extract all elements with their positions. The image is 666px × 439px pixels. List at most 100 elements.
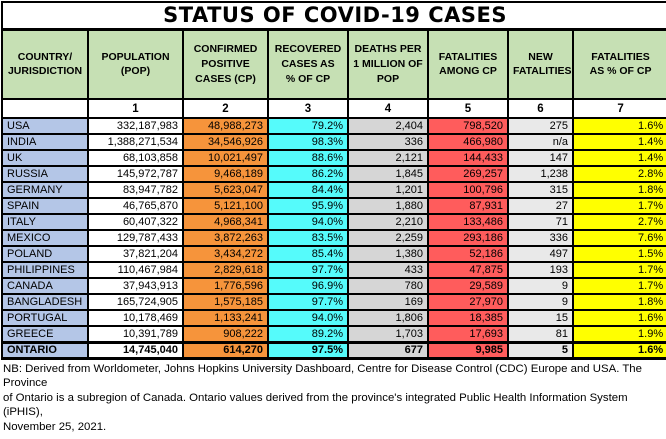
cell-confirmed-positive: 2,829,618 <box>182 261 269 279</box>
cell-deaths-per-million: 2,259 <box>347 229 429 247</box>
cell-recovered-pct: 83.5% <box>267 229 349 247</box>
cell-country: ITALY <box>1 213 89 231</box>
cell-population: 1,388,271,534 <box>87 133 184 151</box>
cell-fatalities: 17,693 <box>427 325 509 343</box>
cell-deaths-per-million: 2,404 <box>347 117 429 135</box>
column-number-2: 2 <box>182 98 269 119</box>
cell-recovered-pct: 98.3% <box>267 133 349 151</box>
cell-new-fatalities: 147 <box>507 149 574 167</box>
cell-fatalities-pct: 1.4% <box>571 133 666 151</box>
cell-fatalities: 29,589 <box>427 277 509 295</box>
cell-fatalities: 18,385 <box>427 309 509 327</box>
column-header-5: FATALITIES AMONG CP <box>427 28 509 100</box>
column-number-1: 1 <box>87 98 184 119</box>
cell-confirmed-positive: 908,222 <box>182 325 269 343</box>
cell-country: UK <box>1 149 89 167</box>
cell-recovered-pct: 85.4% <box>267 245 349 263</box>
cell-new-fatalities: 1,238 <box>507 165 574 183</box>
cell-fatalities: 52,186 <box>427 245 509 263</box>
title-row: STATUS OF COVID-19 CASES <box>0 1 666 31</box>
table-row-germany: GERMANY 83,947,782 5,623,047 84.4% 1,201 100,… <box>1 181 666 199</box>
column-header-0: COUNTRY/ JURISDICTION <box>1 28 89 100</box>
cell-country: MEXICO <box>1 229 89 247</box>
column-header-7: FATALITIES AS % OF CP <box>571 28 666 100</box>
cell-deaths-per-million: 169 <box>347 293 429 311</box>
cell-deaths-per-million: 1,880 <box>347 197 429 215</box>
column-number-5: 5 <box>427 98 509 119</box>
column-number-7: 7 <box>571 98 666 119</box>
cell-recovered-pct: 88.6% <box>267 149 349 167</box>
cell-population: 68,103,858 <box>87 149 184 167</box>
column-number-4: 4 <box>347 98 429 119</box>
table-row-portugal: PORTUGAL 10,178,469 1,133,241 94.0% 1,806 18,… <box>1 309 666 327</box>
cell-fatalities-pct: 7.6% <box>571 229 666 247</box>
cell-new-fatalities: 81 <box>507 325 574 343</box>
cell-deaths-per-million: 1,806 <box>347 309 429 327</box>
cell-confirmed-positive: 48,988,273 <box>182 117 269 135</box>
cell-confirmed-positive: 5,121,100 <box>182 197 269 215</box>
cell-new-fatalities: 27 <box>507 197 574 215</box>
cell-fatalities-pct: 1.7% <box>571 197 666 215</box>
cell-new-fatalities: 15 <box>507 309 574 327</box>
cell-fatalities: 144,433 <box>427 149 509 167</box>
cell-confirmed-positive: 1,575,185 <box>182 293 269 311</box>
cell-population: 14,745,040 <box>87 340 184 360</box>
cell-fatalities: 47,875 <box>427 261 509 279</box>
cell-new-fatalities: 71 <box>507 213 574 231</box>
cell-recovered-pct: 94.0% <box>267 213 349 231</box>
cell-fatalities-pct: 1.9% <box>571 325 666 343</box>
cell-fatalities-pct: 1.4% <box>571 149 666 167</box>
cell-fatalities-pct: 1.7% <box>571 261 666 279</box>
cell-recovered-pct: 95.9% <box>267 197 349 215</box>
cell-country: CANADA <box>1 277 89 295</box>
cell-deaths-per-million: 2,210 <box>347 213 429 231</box>
cell-country: BANGLADESH <box>1 293 89 311</box>
cell-new-fatalities: 9 <box>507 277 574 295</box>
cell-population: 332,187,983 <box>87 117 184 135</box>
table-row-philippines: PHILIPPINES 110,467,984 2,829,618 97.7% 433 4… <box>1 261 666 279</box>
cell-confirmed-positive: 5,623,047 <box>182 181 269 199</box>
cell-population: 46,765,870 <box>87 197 184 215</box>
cell-fatalities-pct: 1.6% <box>571 340 666 360</box>
cell-deaths-per-million: 677 <box>347 340 429 360</box>
cell-population: 83,947,782 <box>87 181 184 199</box>
cell-fatalities: 9,985 <box>427 340 509 360</box>
cell-new-fatalities: n/a <box>507 133 574 151</box>
cell-confirmed-positive: 34,546,926 <box>182 133 269 151</box>
cell-deaths-per-million: 1,845 <box>347 165 429 183</box>
cell-deaths-per-million: 1,703 <box>347 325 429 343</box>
cell-fatalities: 293,186 <box>427 229 509 247</box>
cell-new-fatalities: 5 <box>507 340 574 360</box>
table-row-bangladesh: BANGLADESH 165,724,905 1,575,185 97.7% 169 27… <box>1 293 666 311</box>
column-header-4: DEATHS PER 1 MILLION OF POP <box>347 28 429 100</box>
table-row-usa: USA 332,187,983 48,988,273 79.2% 2,404 798,52… <box>1 117 666 135</box>
table-row-russia: RUSSIA 145,972,787 9,468,189 86.2% 1,845 269,… <box>1 165 666 183</box>
cell-population: 165,724,905 <box>87 293 184 311</box>
cell-recovered-pct: 84.4% <box>267 181 349 199</box>
cell-recovered-pct: 79.2% <box>267 117 349 135</box>
cell-country: POLAND <box>1 245 89 263</box>
cell-population: 10,391,789 <box>87 325 184 343</box>
cell-confirmed-positive: 9,468,189 <box>182 165 269 183</box>
column-number-0 <box>1 98 89 119</box>
cell-fatalities-pct: 1.8% <box>571 293 666 311</box>
cell-fatalities: 100,796 <box>427 181 509 199</box>
column-header-2: CONFIRMED POSITIVE CASES (CP) <box>182 28 269 100</box>
cell-country: ONTARIO <box>1 340 89 360</box>
cell-recovered-pct: 97.7% <box>267 261 349 279</box>
column-header-row: COUNTRY/ JURISDICTION POPULATION (POP) CON… <box>1 28 666 100</box>
cell-country: RUSSIA <box>1 165 89 183</box>
column-header-6: NEW FATALITIES <box>507 28 574 100</box>
table-row-india: INDIA 1,388,271,534 34,546,926 98.3% 336 466,… <box>1 133 666 151</box>
cell-deaths-per-million: 433 <box>347 261 429 279</box>
cell-deaths-per-million: 780 <box>347 277 429 295</box>
cell-new-fatalities: 497 <box>507 245 574 263</box>
column-number-3: 3 <box>267 98 349 119</box>
cell-fatalities: 87,931 <box>427 197 509 215</box>
covid-table: STATUS OF COVID-19 CASES COUNTRY/ JURISD… <box>0 1 666 360</box>
cell-new-fatalities: 336 <box>507 229 574 247</box>
cell-confirmed-positive: 3,434,272 <box>182 245 269 263</box>
cell-new-fatalities: 315 <box>507 181 574 199</box>
